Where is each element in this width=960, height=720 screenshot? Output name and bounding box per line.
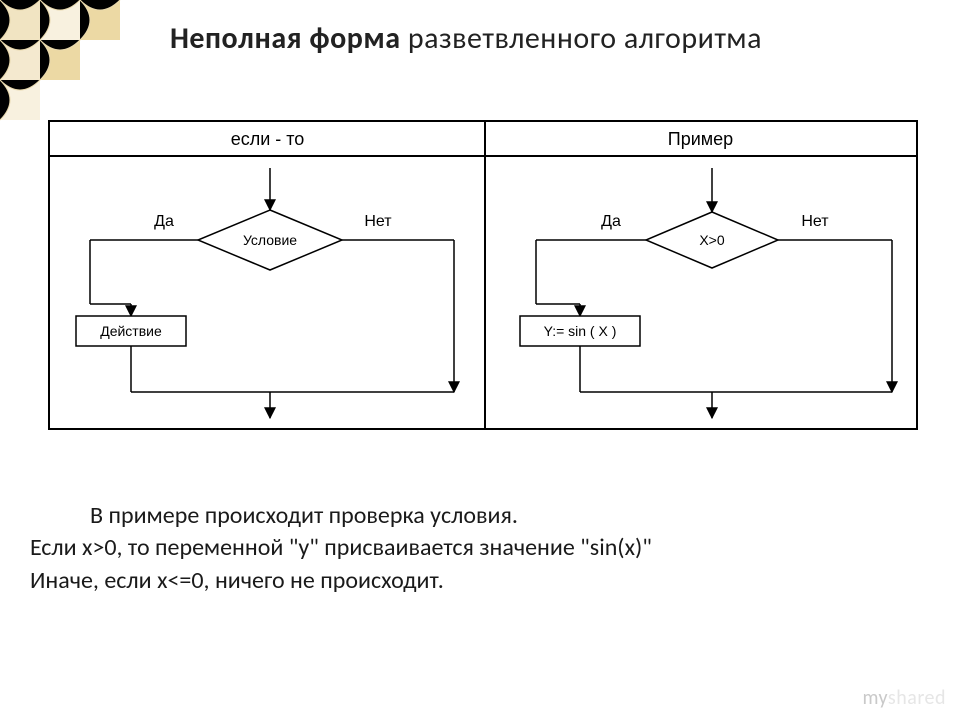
title-rest: разветвленного алгоритма xyxy=(401,20,762,57)
desc-line1: В примере происходит проверка условия. xyxy=(30,500,930,532)
slide-title: Неполная форма разветвленного алгоритма xyxy=(170,20,890,58)
desc-line2: Если х>0, то переменной "у" присваиваетс… xyxy=(30,532,930,564)
svg-text:Да: Да xyxy=(601,213,621,230)
title-bold: Неполная форма xyxy=(170,20,401,57)
svg-text:X>0: X>0 xyxy=(699,232,725,248)
description-block: В примере происходит проверка условия. Е… xyxy=(30,500,930,597)
svg-text:Да: Да xyxy=(154,213,174,230)
flowchart-table: если - то Пример Условие Да Нет Действие X>0 Да… xyxy=(48,120,918,430)
watermark-right: shared xyxy=(888,686,946,710)
svg-text:Условие: Условие xyxy=(243,232,297,248)
svg-text:Нет: Нет xyxy=(801,213,829,230)
desc-line3: Иначе, если x<=0, ничего не происходит. xyxy=(30,565,930,597)
watermark-left: my xyxy=(862,686,887,710)
svg-text:Y:= sin ( X ): Y:= sin ( X ) xyxy=(544,323,617,339)
svg-text:Нет: Нет xyxy=(364,213,392,230)
svg-text:Пример: Пример xyxy=(668,129,733,149)
watermark: myshared xyxy=(862,686,946,710)
svg-text:Действие: Действие xyxy=(100,323,162,339)
svg-text:если - то: если - то xyxy=(231,129,305,149)
